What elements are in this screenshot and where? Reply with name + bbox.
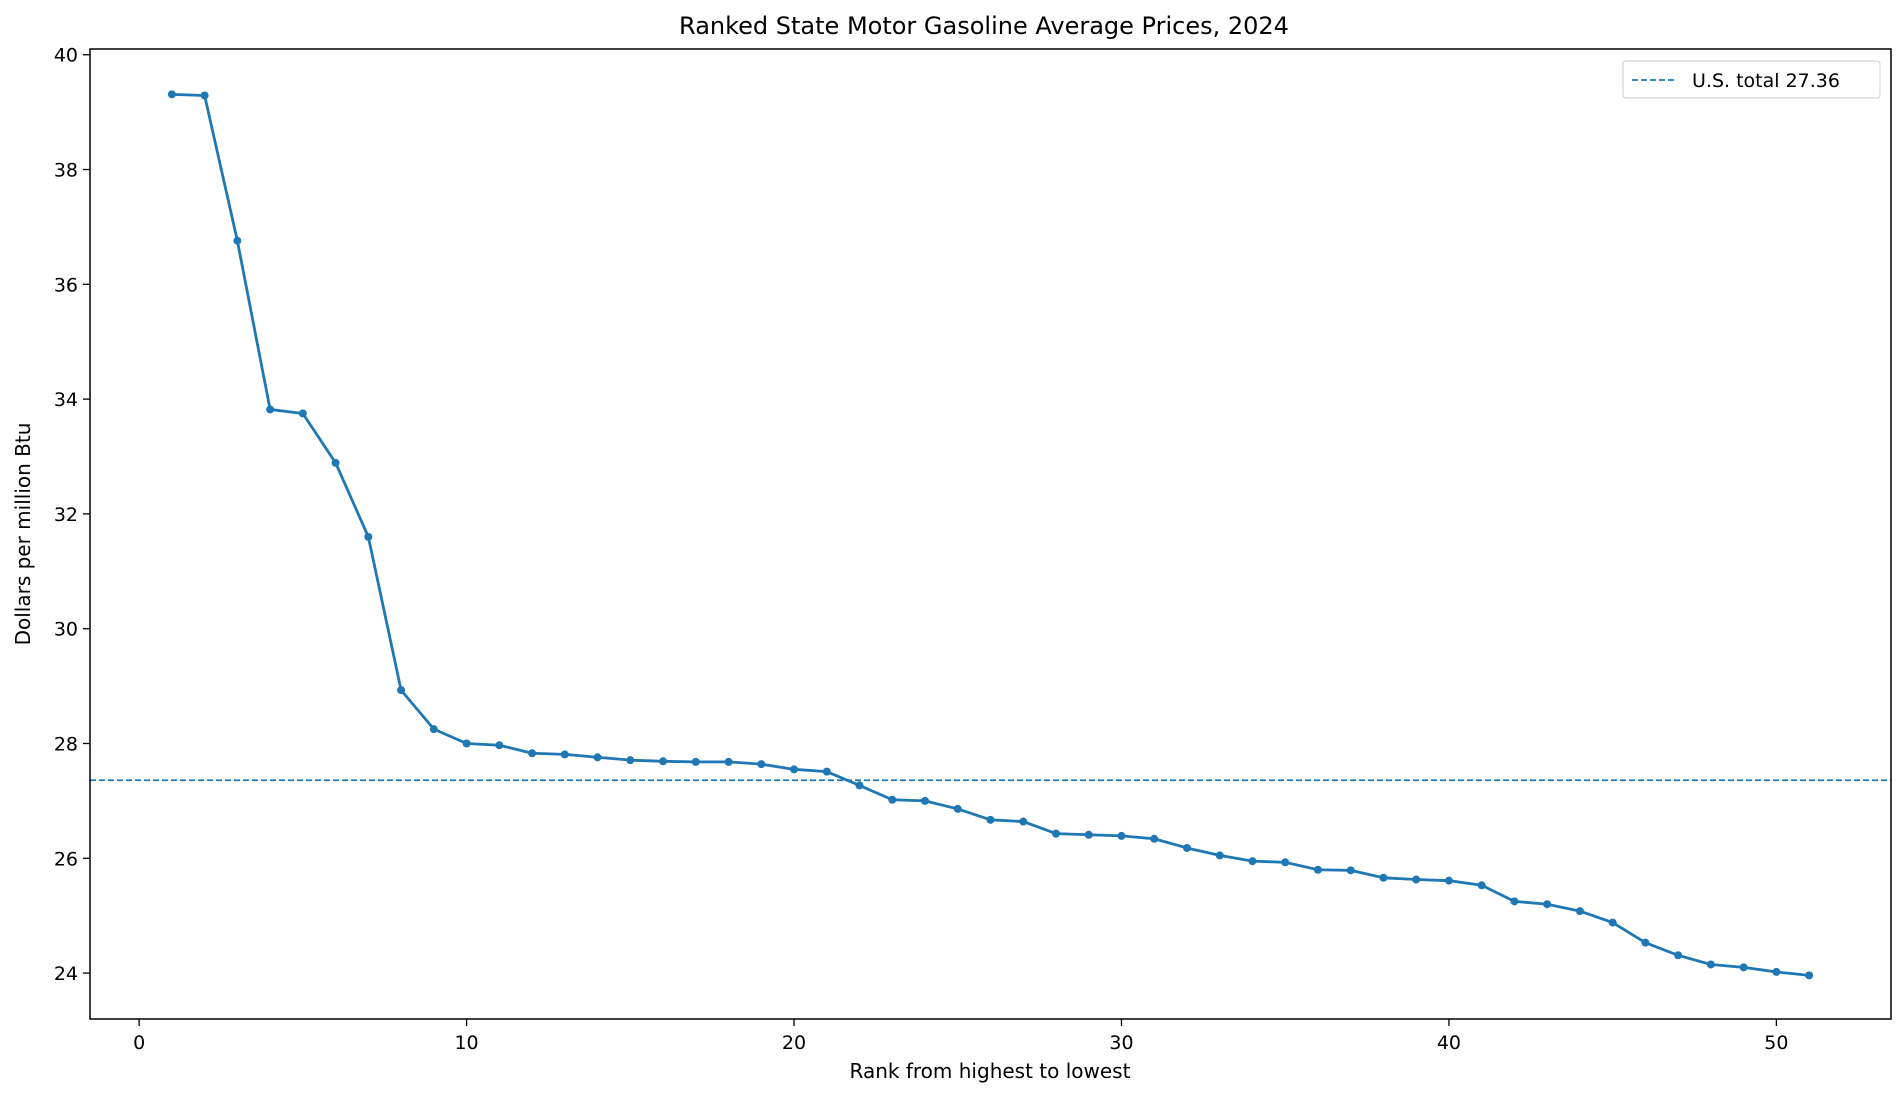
plot-area [90, 90, 1891, 980]
data-point-rank-14 [593, 753, 602, 762]
y-tick-label: 24 [54, 963, 78, 985]
data-point-rank-37 [1346, 866, 1355, 875]
data-point-rank-20 [790, 765, 799, 774]
data-point-rank-13 [560, 750, 569, 759]
data-point-rank-21 [822, 767, 831, 776]
plot-frame [89, 48, 1892, 1020]
data-point-rank-3 [233, 236, 242, 245]
data-point-rank-6 [331, 458, 340, 467]
chart-title: Ranked State Motor Gasoline Average Pric… [679, 12, 1289, 40]
x-axis-label: Rank from highest to lowest [850, 1059, 1131, 1083]
y-tick-label: 28 [54, 733, 78, 755]
data-point-rank-31 [1150, 834, 1159, 843]
data-point-rank-44 [1575, 907, 1584, 916]
x-tick-label: 50 [1764, 1032, 1788, 1054]
data-point-rank-22 [855, 781, 864, 790]
x-axis: 0 10 20 30 40 50 [133, 1019, 1788, 1054]
y-axis: 24 26 28 30 32 34 36 38 40 [54, 45, 90, 985]
y-tick-label: 30 [54, 619, 78, 641]
data-point-rank-8 [397, 686, 406, 695]
data-point-rank-2 [200, 91, 209, 100]
data-point-rank-50 [1772, 967, 1781, 976]
data-point-rank-35 [1281, 858, 1290, 867]
data-point-rank-23 [888, 795, 897, 804]
data-point-rank-7 [364, 532, 373, 541]
data-point-rank-10 [462, 739, 471, 748]
x-tick-label: 30 [1109, 1032, 1133, 1054]
data-point-rank-27 [1019, 817, 1028, 826]
y-tick-label: 34 [54, 389, 78, 411]
data-point-rank-36 [1313, 865, 1322, 874]
y-axis-label: Dollars per million Btu [11, 423, 35, 646]
data-point-rank-46 [1641, 938, 1650, 947]
data-point-rank-47 [1674, 951, 1683, 960]
data-point-rank-48 [1706, 960, 1715, 969]
data-point-rank-34 [1248, 857, 1257, 866]
x-tick-label: 20 [782, 1032, 806, 1054]
y-tick-label: 36 [54, 274, 78, 296]
y-tick-label: 26 [54, 848, 78, 870]
data-point-rank-28 [1051, 829, 1060, 838]
data-point-rank-30 [1117, 831, 1126, 840]
data-point-rank-1 [167, 90, 176, 99]
data-point-rank-16 [659, 757, 668, 766]
data-point-rank-11 [495, 741, 504, 750]
data-point-rank-9 [429, 725, 438, 734]
data-point-rank-40 [1444, 876, 1453, 885]
legend-label-us-total: U.S. total 27.36 [1692, 70, 1840, 92]
data-point-rank-43 [1543, 900, 1552, 909]
x-tick-label: 0 [133, 1032, 145, 1054]
data-point-rank-19 [757, 760, 766, 769]
data-point-rank-25 [953, 804, 962, 813]
y-tick-label: 38 [54, 160, 78, 182]
data-point-rank-5 [298, 409, 307, 418]
y-tick-label: 40 [54, 45, 78, 67]
x-tick-label: 40 [1437, 1032, 1461, 1054]
x-tick-label: 10 [454, 1032, 478, 1054]
data-point-rank-4 [266, 405, 275, 414]
data-point-rank-18 [724, 757, 733, 766]
data-point-rank-17 [691, 757, 700, 766]
data-point-rank-32 [1182, 843, 1191, 852]
data-point-rank-51 [1805, 971, 1814, 980]
price-series-line [171, 92, 1810, 977]
data-point-rank-39 [1412, 875, 1421, 884]
data-point-rank-45 [1608, 918, 1617, 927]
data-point-rank-15 [626, 756, 635, 765]
data-point-rank-29 [1084, 830, 1093, 839]
legend: U.S. total 27.36 [1622, 60, 1881, 99]
data-point-rank-41 [1477, 881, 1486, 890]
data-point-rank-26 [986, 815, 995, 824]
data-point-rank-12 [528, 749, 537, 758]
data-point-rank-33 [1215, 851, 1224, 860]
data-point-rank-24 [921, 796, 930, 805]
data-point-rank-49 [1739, 963, 1748, 972]
data-point-rank-38 [1379, 873, 1388, 882]
legend-box [1622, 60, 1881, 99]
data-point-rank-42 [1510, 897, 1519, 906]
y-tick-label: 32 [54, 504, 78, 526]
